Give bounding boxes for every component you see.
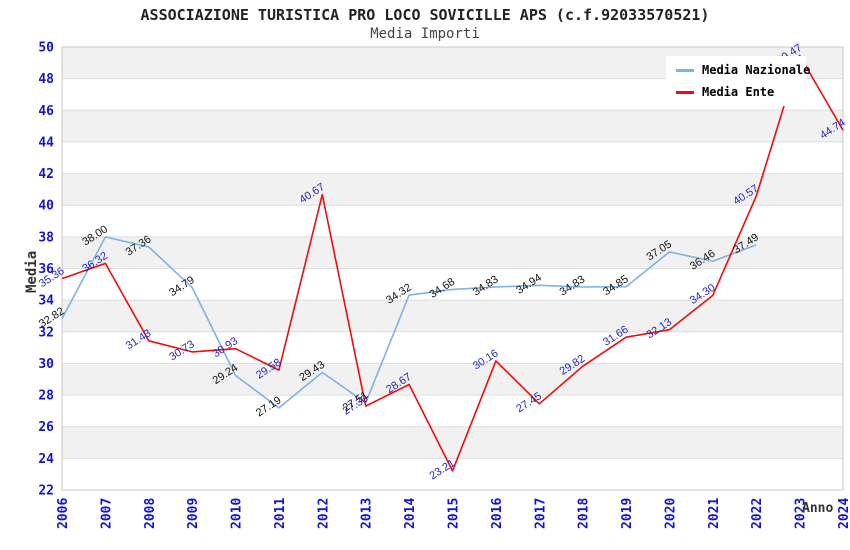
chart-subtitle: Media Importi <box>370 26 480 42</box>
series-line-media-ente <box>61 54 844 472</box>
x-tick-label: 2007 <box>99 498 114 529</box>
y-tick-label: 30 <box>38 357 54 372</box>
grid-band <box>62 205 843 237</box>
x-tick-label: 2023 <box>794 498 809 529</box>
legend-line-swatch-ente <box>676 90 694 94</box>
y-tick-label: 26 <box>38 420 54 435</box>
x-tick-label: 2024 <box>837 498 850 529</box>
x-tick-label: 2016 <box>490 498 505 529</box>
y-tick-label: 46 <box>38 104 54 119</box>
y-tick-label: 34 <box>38 294 54 309</box>
x-tick-label: 2008 <box>143 498 158 529</box>
grid-band <box>62 141 843 174</box>
grid-band <box>62 426 843 459</box>
y-tick-label: 44 <box>38 135 54 150</box>
legend-label: Media Ente <box>702 85 775 99</box>
y-axis-title: Media <box>24 250 40 293</box>
series-line-media-nazionale <box>61 236 757 409</box>
grid-band <box>62 458 843 490</box>
legend-entry-media-ente: Media Ente <box>676 85 800 99</box>
legend-entry-media-nazionale: Media Nazionale <box>676 63 810 77</box>
grid-band <box>62 110 843 142</box>
grid-band <box>62 300 843 332</box>
x-tick-label: 2018 <box>577 498 592 529</box>
legend-label: Media Nazionale <box>702 63 811 77</box>
grid-band <box>62 395 843 427</box>
grid-band <box>62 173 843 206</box>
x-tick-label: 2011 <box>273 498 288 529</box>
x-axis-title: Anno <box>802 501 834 516</box>
x-tick-label: 2020 <box>663 498 678 529</box>
x-tick-label: 2010 <box>230 498 245 529</box>
grid-band <box>62 363 843 396</box>
x-tick-label: 2015 <box>447 498 462 529</box>
x-tick-label: 2022 <box>750 498 765 529</box>
x-tick-label: 2014 <box>403 498 418 529</box>
y-tick-label: 48 <box>38 72 54 87</box>
x-tick-label: 2021 <box>707 498 722 529</box>
y-tick-label: 40 <box>38 199 54 214</box>
y-tick-label: 50 <box>38 41 54 56</box>
x-tick-label: 2013 <box>360 498 375 529</box>
chart-title: ASSOCIAZIONE TURISTICA PRO LOCO SOVICILL… <box>140 6 710 24</box>
x-tick-label: 2009 <box>186 498 201 529</box>
x-tick-label: 2017 <box>533 498 548 529</box>
plot-border <box>61 46 844 491</box>
y-tick-label: 32 <box>38 325 54 340</box>
grid-band <box>62 236 843 269</box>
grid-band <box>62 331 843 364</box>
legend: Media Nazionale Media Ente <box>666 56 810 106</box>
x-tick-label: 2006 <box>56 498 71 529</box>
y-tick-label: 28 <box>38 389 54 404</box>
y-tick-label: 36 <box>38 262 54 277</box>
x-tick-label: 2019 <box>620 498 635 529</box>
legend-line-swatch-nazionale <box>676 68 694 72</box>
y-tick-label: 22 <box>38 484 54 499</box>
y-tick-label: 38 <box>38 230 54 245</box>
x-tick-label: 2012 <box>316 498 331 529</box>
y-tick-label: 24 <box>38 452 54 467</box>
y-tick-label: 42 <box>38 167 54 182</box>
